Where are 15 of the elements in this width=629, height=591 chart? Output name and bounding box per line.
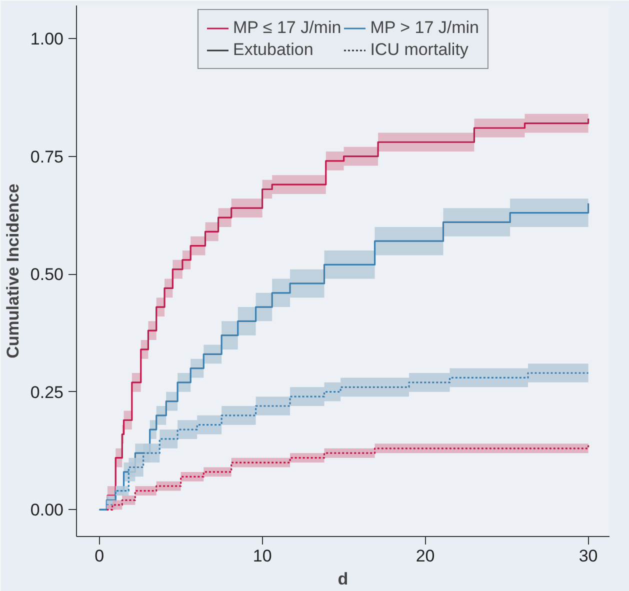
y-tick-label: 0.00 [30, 500, 64, 520]
x-tick-label: 10 [252, 546, 272, 566]
y-tick-label: 1.00 [30, 29, 64, 48]
y-tick-label: 0.25 [30, 382, 64, 402]
y-tick-label: 0.50 [30, 265, 64, 284]
x-tick-label: 20 [416, 546, 435, 566]
y-tick-label: 0.75 [30, 147, 64, 166]
x-tick-label: 30 [578, 546, 598, 566]
legend-label: MP ≤ 17 J/min [232, 18, 342, 38]
legend-label: MP > 17 J/min [370, 18, 480, 38]
annotation: Extubation [232, 40, 314, 60]
annotation: ICU mortality [370, 40, 468, 60]
x-tick-label: 0 [94, 546, 104, 566]
y-axis-title: Cumulative Incidence [3, 184, 22, 358]
x-axis-title: d [338, 570, 348, 588]
